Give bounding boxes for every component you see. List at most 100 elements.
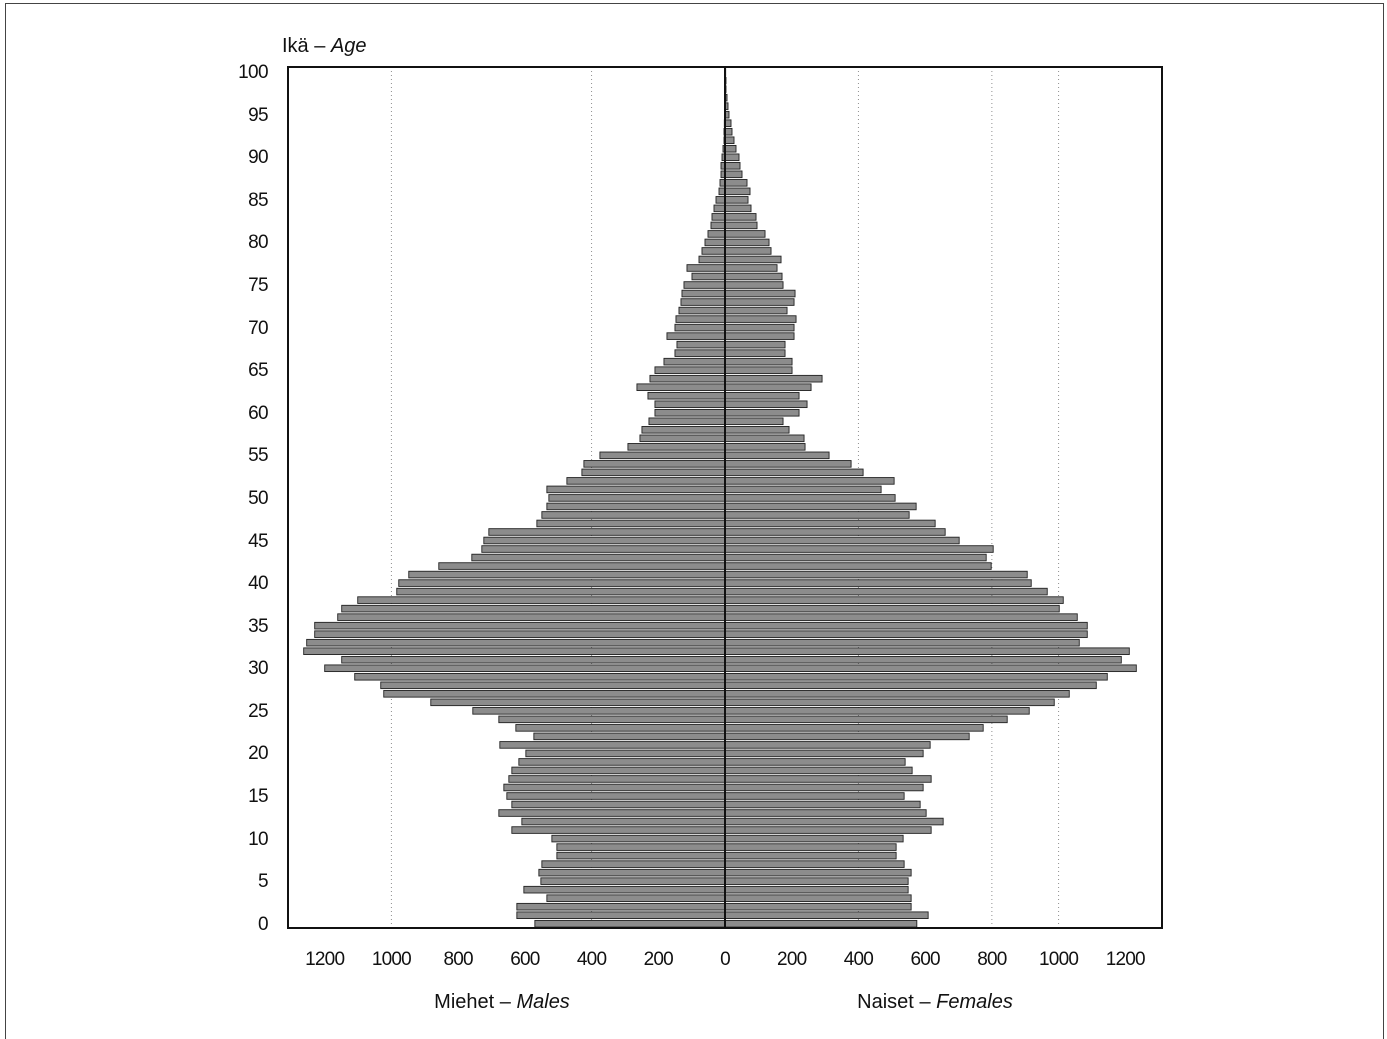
bar-males-age-60	[654, 408, 726, 417]
bar-females-age-61	[724, 400, 808, 409]
bar-females-age-55	[724, 451, 830, 460]
bar-males-age-23	[515, 724, 726, 732]
bar-males-age-49	[546, 502, 726, 511]
bar-females-age-54	[724, 460, 852, 468]
bar-males-age-11	[511, 826, 726, 834]
bar-males-age-83	[711, 213, 726, 221]
males-axis-title-separator: –	[499, 991, 511, 1013]
bar-females-age-35	[724, 621, 1088, 630]
bar-females-age-74	[724, 289, 796, 298]
bar-females-age-70	[724, 323, 795, 332]
bar-males-age-81	[707, 230, 726, 238]
x-tick-label: 200	[777, 949, 807, 970]
bar-females-age-53	[724, 468, 864, 477]
y-tick-label: 65	[248, 360, 269, 382]
bar-males-age-14	[511, 800, 726, 809]
bar-females-age-13	[724, 809, 927, 817]
bar-males-age-43	[471, 553, 726, 562]
bar-females-age-30	[724, 664, 1137, 673]
females-axis-title: Naiset – Females	[857, 991, 1013, 1013]
bar-females-age-25	[724, 707, 1030, 715]
bar-females-age-56	[724, 443, 806, 451]
bar-females-age-16	[724, 783, 924, 792]
figure-border	[5, 3, 1384, 1039]
y-axis-title-finnish: Ikä	[282, 35, 309, 57]
bar-males-age-52	[566, 477, 726, 485]
bar-males-age-64	[649, 374, 726, 383]
bar-males-age-61	[654, 400, 726, 409]
bar-males-age-57	[639, 434, 726, 443]
x-tick-label: 1000	[1039, 949, 1079, 970]
bar-males-age-16	[503, 783, 726, 792]
bar-females-age-26	[724, 698, 1055, 707]
males-axis-title-finnish: Miehet	[434, 991, 495, 1013]
bar-males-age-5	[540, 877, 726, 885]
bar-females-age-83	[724, 213, 757, 221]
bar-males-age-3	[546, 894, 726, 902]
x-tick-label: 200	[643, 949, 674, 970]
bar-females-age-93	[724, 127, 733, 136]
bar-males-age-7	[541, 860, 726, 868]
bar-males-age-25	[472, 707, 726, 715]
bar-males-age-46	[488, 528, 726, 536]
bar-males-age-33	[306, 638, 726, 647]
females-axis-title-finnish: Naiset	[857, 991, 914, 1013]
bar-females-age-69	[724, 332, 795, 340]
bar-females-age-66	[724, 357, 793, 366]
bar-males-age-59	[648, 417, 726, 426]
bar-males-age-69	[666, 332, 726, 340]
bar-females-age-48	[724, 511, 910, 519]
bar-males-age-78	[698, 255, 726, 264]
bar-males-age-82	[710, 221, 726, 230]
bar-females-age-6	[724, 868, 912, 877]
bar-males-age-39	[396, 587, 726, 596]
bar-females-age-92	[724, 136, 735, 145]
bar-males-age-74	[681, 289, 726, 298]
bar-females-age-0	[724, 919, 918, 928]
bar-females-age-79	[724, 247, 772, 255]
y-tick-label: 0	[258, 913, 269, 935]
bar-females-age-12	[724, 817, 944, 826]
bar-males-age-1	[516, 911, 726, 919]
bar-females-age-88	[724, 170, 743, 179]
bar-males-age-75	[683, 281, 726, 289]
bar-females-age-86	[724, 187, 751, 196]
bar-males-age-63	[636, 383, 726, 391]
females-axis-title-english: Females	[936, 991, 1013, 1013]
bar-females-age-20	[724, 749, 924, 758]
bar-females-age-22	[724, 732, 970, 741]
y-axis-title-english: Age	[330, 35, 367, 57]
bar-females-age-1	[724, 911, 929, 919]
bar-females-age-62	[724, 391, 800, 400]
x-tick-label: 400	[576, 949, 607, 970]
y-tick-label: 45	[248, 530, 269, 552]
bar-males-age-2	[516, 902, 726, 911]
bar-males-age-6	[538, 868, 726, 877]
y-tick-label: 70	[248, 317, 269, 339]
bar-males-age-85	[715, 196, 726, 204]
bar-females-age-64	[724, 374, 823, 383]
bar-males-age-8	[556, 851, 726, 860]
bar-females-age-43	[724, 553, 987, 562]
bar-males-age-48	[541, 511, 726, 519]
bar-males-age-70	[674, 323, 726, 332]
bar-females-age-82	[724, 221, 758, 230]
bar-females-age-59	[724, 417, 784, 426]
bar-females-age-58	[724, 426, 790, 434]
bar-males-age-35	[314, 621, 726, 630]
bar-females-age-2	[724, 902, 912, 911]
bar-males-age-53	[581, 468, 726, 477]
bar-males-age-31	[341, 655, 726, 664]
bar-males-age-32	[303, 647, 726, 655]
bar-females-age-65	[724, 366, 793, 374]
bar-females-age-81	[724, 230, 766, 238]
bar-males-age-72	[678, 306, 726, 315]
bar-females-age-33	[724, 638, 1080, 647]
bar-females-age-75	[724, 281, 784, 289]
bar-females-age-80	[724, 238, 770, 247]
bar-males-age-9	[556, 843, 726, 851]
bar-females-age-45	[724, 536, 960, 545]
bar-females-age-31	[724, 655, 1122, 664]
bar-males-age-40	[398, 579, 726, 587]
